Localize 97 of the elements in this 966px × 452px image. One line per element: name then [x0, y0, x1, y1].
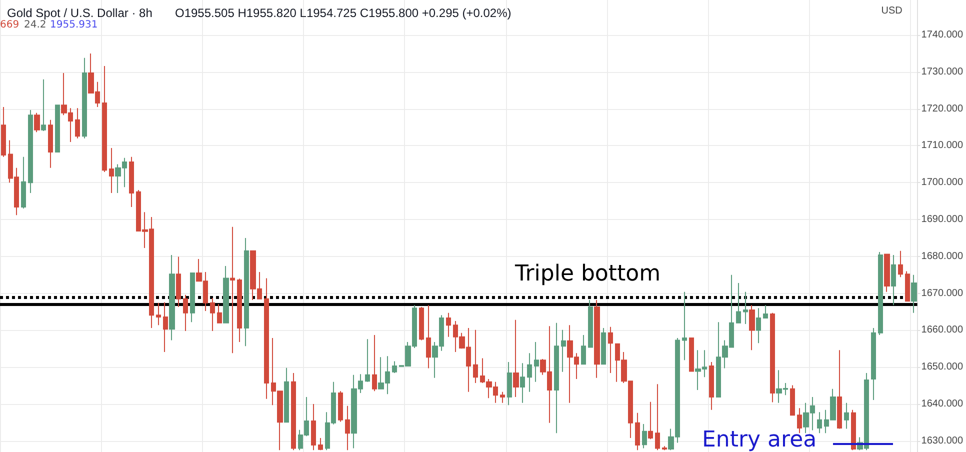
candlestick	[662, 446, 667, 451]
candlestick	[210, 298, 215, 332]
candlestick	[163, 302, 168, 353]
candlestick	[223, 266, 229, 324]
candlestick	[817, 412, 822, 434]
candlestick	[871, 328, 876, 400]
candlestick	[75, 108, 80, 139]
candlestick	[338, 390, 343, 422]
candlestick	[102, 66, 107, 172]
candlestick	[28, 109, 33, 194]
candlestick	[561, 329, 566, 372]
candlestick	[473, 329, 478, 384]
annotation: 24.2	[24, 20, 46, 30]
candlestick	[891, 254, 896, 306]
candlestick	[345, 405, 350, 451]
y-tick-label: 1680.000	[921, 250, 964, 262]
candlestick	[129, 156, 134, 208]
candlestick	[109, 147, 114, 194]
candlestick	[608, 326, 613, 374]
candlestick	[648, 401, 653, 440]
y-tick-label: 1630.000	[921, 435, 964, 446]
candlestick	[500, 391, 505, 404]
candlestick	[426, 304, 431, 369]
candlestick	[594, 299, 600, 378]
candlestick	[82, 57, 87, 139]
candlestick	[520, 362, 525, 404]
annotation: 1955.931	[50, 20, 98, 30]
candlestick	[642, 423, 647, 449]
candlestick	[48, 119, 53, 168]
annotation: Triple bottom	[514, 262, 661, 286]
candlestick	[527, 352, 532, 392]
y-tick-label: 1670.000	[921, 288, 964, 299]
candlestick	[790, 384, 795, 416]
candlestick	[736, 282, 741, 324]
candlestick	[756, 308, 761, 344]
candlestick	[682, 291, 687, 361]
candlestick	[318, 437, 323, 451]
candlestick	[41, 78, 46, 132]
candlestick	[851, 409, 856, 451]
candlestick	[21, 156, 26, 209]
annotation: 669	[0, 20, 20, 30]
y-axis-title: USD	[881, 6, 902, 16]
candlestick	[230, 226, 235, 354]
candlestick	[709, 361, 714, 410]
candlestick	[1, 106, 6, 158]
candlestick	[534, 342, 539, 382]
candlestick	[507, 361, 512, 406]
candlestick	[244, 237, 249, 347]
candlestick	[446, 312, 451, 338]
y-tick-label: 1690.000	[921, 214, 964, 226]
y-tick-label: 1660.000	[921, 324, 964, 336]
candlestick	[763, 304, 768, 319]
candlestick	[905, 270, 910, 302]
text: Gold Spot / U.S. Dollar · 8h	[7, 6, 152, 20]
candlestick	[655, 384, 660, 451]
candlestick	[581, 334, 586, 365]
candlestick	[55, 104, 60, 153]
candlestick	[513, 319, 519, 398]
candlestick	[284, 367, 289, 423]
candlestick	[176, 256, 181, 308]
candlestick	[588, 299, 593, 348]
candlestick	[311, 404, 316, 451]
candlestick	[217, 304, 222, 324]
y-tick-label: 1740.000	[921, 30, 964, 41]
candlestick	[689, 337, 694, 372]
candlestick	[749, 304, 755, 351]
candlestick	[365, 338, 370, 382]
candlestick	[878, 252, 883, 336]
y-tick-label: 1700.000	[921, 177, 964, 188]
candlestick	[169, 254, 175, 341]
candlestick	[392, 360, 397, 374]
candlestick	[601, 328, 606, 365]
candlestick	[264, 278, 269, 400]
candlestick	[898, 250, 903, 278]
y-tick-label: 1650.000	[921, 362, 964, 373]
candlestick	[190, 272, 195, 323]
text: O1955.505 H1955.820 L1954.725 C1955.800 +0.295 (+0.02%)	[175, 6, 512, 20]
candlestick	[183, 294, 188, 332]
candlestick	[419, 306, 424, 341]
candlestick	[372, 334, 377, 392]
candlestick	[797, 408, 802, 434]
candlestick	[837, 350, 842, 430]
y-tick-label: 1720.000	[921, 103, 964, 114]
candlestick	[844, 402, 849, 430]
candlestick	[237, 278, 242, 343]
y-tick-label: 1710.000	[921, 140, 964, 152]
candlestick	[884, 254, 890, 292]
candlestick	[34, 112, 40, 133]
candlestick	[770, 312, 775, 403]
candlestick	[156, 302, 161, 326]
annotation: Entry area	[702, 428, 817, 452]
y-tick-label: 1640.000	[921, 398, 964, 410]
candlestick	[554, 322, 559, 434]
candlestick	[635, 412, 640, 451]
y-tick-label: 1730.000	[921, 66, 964, 78]
candlestick	[743, 291, 748, 324]
candlestick	[291, 372, 296, 451]
